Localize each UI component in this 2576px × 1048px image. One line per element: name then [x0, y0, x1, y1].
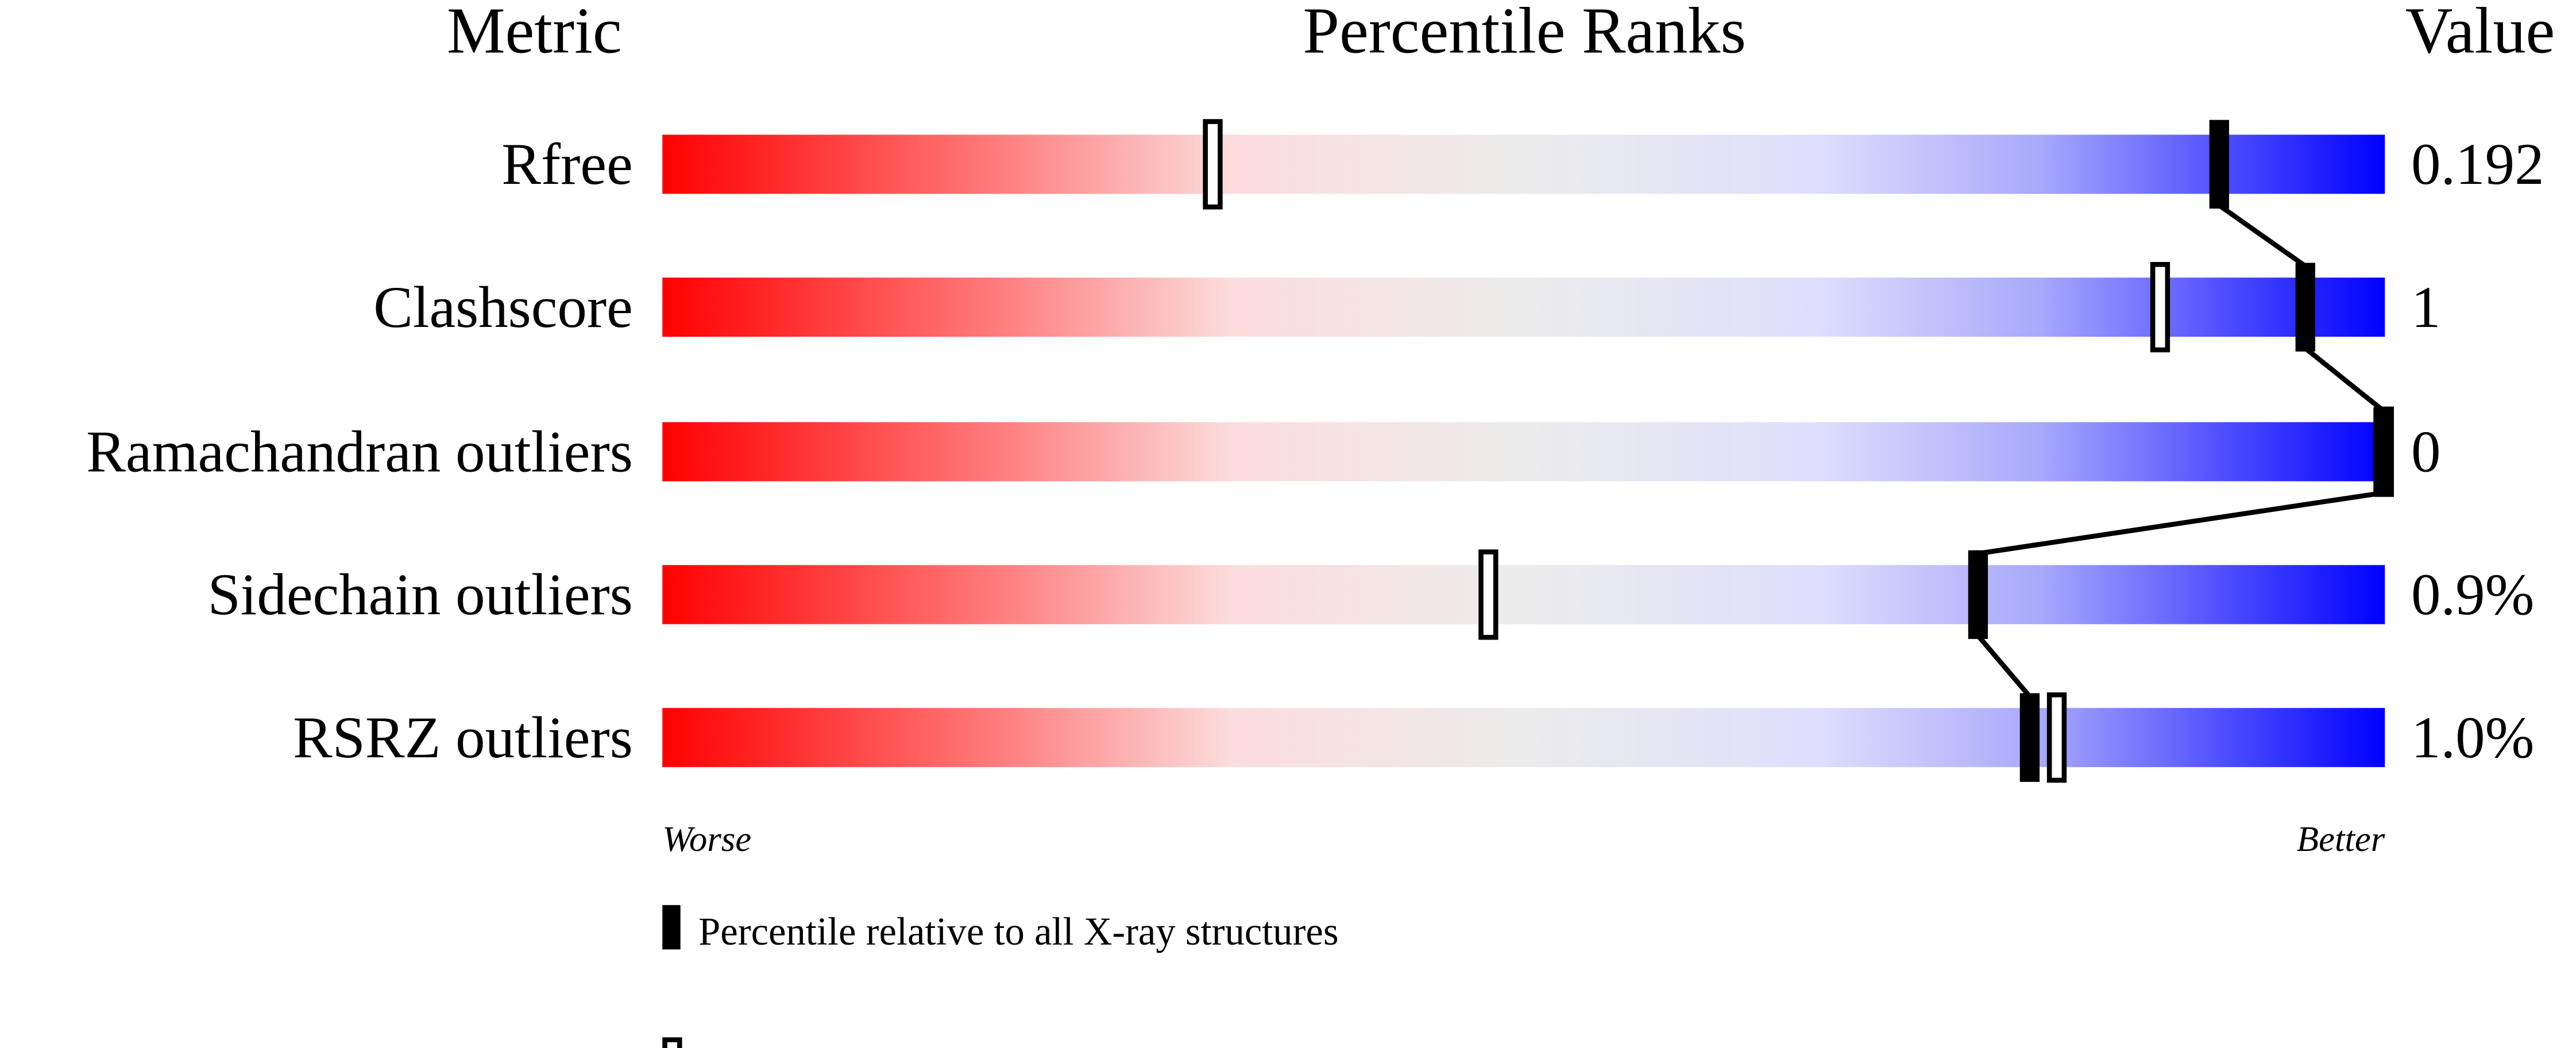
metric-label: Rfree [501, 132, 633, 197]
metric-label: Clashscore [373, 275, 633, 340]
header-metric: Metric [447, 0, 622, 67]
worse-label: Worse [662, 819, 751, 859]
better-label: Better [2297, 819, 2385, 859]
metric-row: Clashscore 1 [373, 261, 2440, 353]
legend-open-marker [662, 1037, 682, 1048]
metric-row: Ramachandran outliers 0 [86, 406, 2440, 497]
similar-resolution-marker [2150, 261, 2171, 353]
similar-resolution-marker [1478, 549, 1499, 640]
header-value: Value [2405, 0, 2555, 67]
metric-value: 0 [2411, 419, 2440, 485]
header-percentile-ranks: Percentile Ranks [1303, 0, 1746, 67]
similar-resolution-marker [1203, 119, 1223, 210]
metric-row: RSRZ outliers 1.0% [293, 692, 2534, 783]
percentile-bar [662, 134, 2385, 194]
percentile-bar [662, 278, 2385, 337]
legend-filled-marker [662, 905, 681, 950]
all-structures-marker [2019, 693, 2040, 782]
metric-value: 1 [2411, 275, 2440, 340]
metric-value: 1.0% [2411, 705, 2534, 770]
legend-open-label: Percentile relative to X-ray structures … [698, 1042, 1619, 1048]
connector-line [1975, 203, 2386, 698]
percentile-bar [662, 708, 2385, 768]
metric-value: 0.9% [2411, 562, 2534, 627]
metric-row: Rfree 0.192 [501, 119, 2544, 210]
metric-label: Sidechain outliers [208, 562, 633, 627]
metric-label: RSRZ outliers [293, 705, 633, 770]
percentile-bar [662, 565, 2385, 625]
percentile-bar [662, 422, 2385, 481]
similar-resolution-marker [2046, 692, 2067, 783]
legend-filled-label: Percentile relative to all X-ray structu… [698, 910, 1338, 953]
all-structures-marker [2209, 120, 2229, 209]
metric-label: Ramachandran outliers [86, 419, 633, 485]
metric-row: Sidechain outliers 0.9% [208, 549, 2534, 640]
metric-value: 0.192 [2411, 132, 2544, 197]
